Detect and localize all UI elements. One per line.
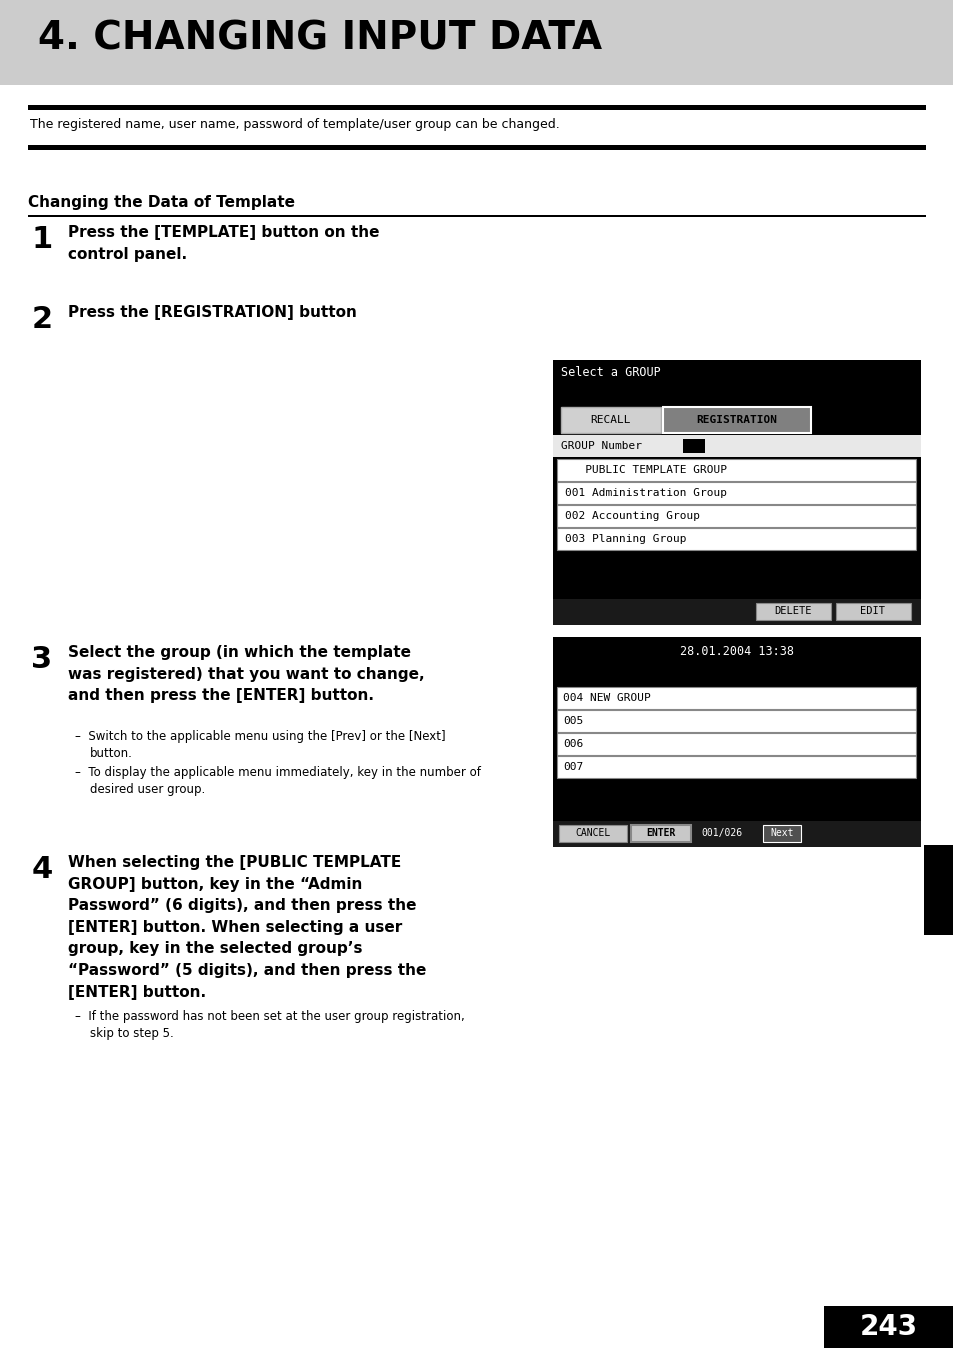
- Text: desired user group.: desired user group.: [90, 783, 205, 797]
- Bar: [557, 528, 915, 550]
- Text: RECALL: RECALL: [590, 415, 631, 425]
- Bar: [835, 603, 910, 620]
- Text: Changing the Data of Template: Changing the Data of Template: [28, 195, 294, 210]
- Text: 2: 2: [31, 305, 52, 334]
- Text: 1: 1: [31, 225, 52, 253]
- Text: button.: button.: [90, 747, 132, 760]
- Bar: [662, 407, 810, 433]
- Bar: [557, 483, 915, 504]
- Text: 001 Administration Group: 001 Administration Group: [564, 488, 726, 497]
- Text: –  If the password has not been set at the user group registration,: – If the password has not been set at th…: [75, 1010, 464, 1023]
- Bar: [553, 360, 920, 625]
- Text: 005: 005: [562, 716, 582, 727]
- Text: 001/026: 001/026: [700, 828, 741, 838]
- Text: 004 NEW GROUP: 004 NEW GROUP: [562, 693, 650, 704]
- Bar: [557, 733, 915, 755]
- Text: –  To display the applicable menu immediately, key in the number of: – To display the applicable menu immedia…: [75, 766, 480, 779]
- Text: Select a GROUP: Select a GROUP: [560, 367, 660, 379]
- Text: DELETE: DELETE: [774, 607, 811, 616]
- Text: Press the [REGISTRATION] button: Press the [REGISTRATION] button: [68, 305, 356, 319]
- Bar: [553, 435, 920, 457]
- Bar: [762, 825, 801, 842]
- Text: 002 Accounting Group: 002 Accounting Group: [564, 511, 700, 520]
- Text: 4. CHANGING INPUT DATA: 4. CHANGING INPUT DATA: [38, 20, 601, 58]
- Bar: [630, 825, 690, 842]
- Bar: [557, 687, 915, 709]
- Text: The registered name, user name, password of template/user group can be changed.: The registered name, user name, password…: [30, 119, 559, 131]
- Text: 007: 007: [562, 762, 582, 772]
- Text: skip to step 5.: skip to step 5.: [90, 1027, 173, 1041]
- Text: 4: 4: [31, 855, 52, 884]
- Bar: [560, 407, 660, 433]
- Text: Press the [TEMPLATE] button on the
control panel.: Press the [TEMPLATE] button on the contr…: [68, 225, 379, 263]
- Bar: [923, 845, 953, 936]
- Text: 006: 006: [562, 739, 582, 749]
- Text: 243: 243: [859, 1313, 917, 1341]
- Bar: [553, 638, 920, 847]
- Text: 003 Planning Group: 003 Planning Group: [564, 534, 686, 545]
- Bar: [557, 460, 915, 481]
- Text: 3: 3: [31, 644, 52, 674]
- Bar: [28, 105, 925, 111]
- Text: –  Switch to the applicable menu using the [Prev] or the [Next]: – Switch to the applicable menu using th…: [75, 731, 445, 743]
- Bar: [557, 710, 915, 732]
- Bar: [755, 603, 830, 620]
- Bar: [553, 821, 920, 847]
- Bar: [557, 506, 915, 527]
- Bar: [682, 439, 704, 453]
- Text: CANCEL: CANCEL: [575, 828, 610, 838]
- Bar: [28, 214, 925, 217]
- Text: 28.01.2004 13:38: 28.01.2004 13:38: [679, 644, 793, 658]
- Bar: [558, 825, 626, 842]
- Text: REGISTRATION: REGISTRATION: [696, 415, 777, 425]
- Bar: [28, 146, 925, 150]
- Bar: [553, 599, 920, 625]
- Text: Next: Next: [769, 828, 793, 838]
- Text: EDIT: EDIT: [860, 607, 884, 616]
- Bar: [557, 756, 915, 778]
- Text: GROUP Number: GROUP Number: [560, 441, 641, 452]
- Text: PUBLIC TEMPLATE GROUP: PUBLIC TEMPLATE GROUP: [564, 465, 726, 474]
- Bar: [0, 0, 953, 85]
- Text: ENTER: ENTER: [645, 828, 675, 838]
- Text: When selecting the [PUBLIC TEMPLATE
GROUP] button, key in the “Admin
Password” (: When selecting the [PUBLIC TEMPLATE GROU…: [68, 855, 426, 1000]
- Text: Select the group (in which the template
was registered) that you want to change,: Select the group (in which the template …: [68, 644, 424, 704]
- Bar: [823, 1306, 953, 1348]
